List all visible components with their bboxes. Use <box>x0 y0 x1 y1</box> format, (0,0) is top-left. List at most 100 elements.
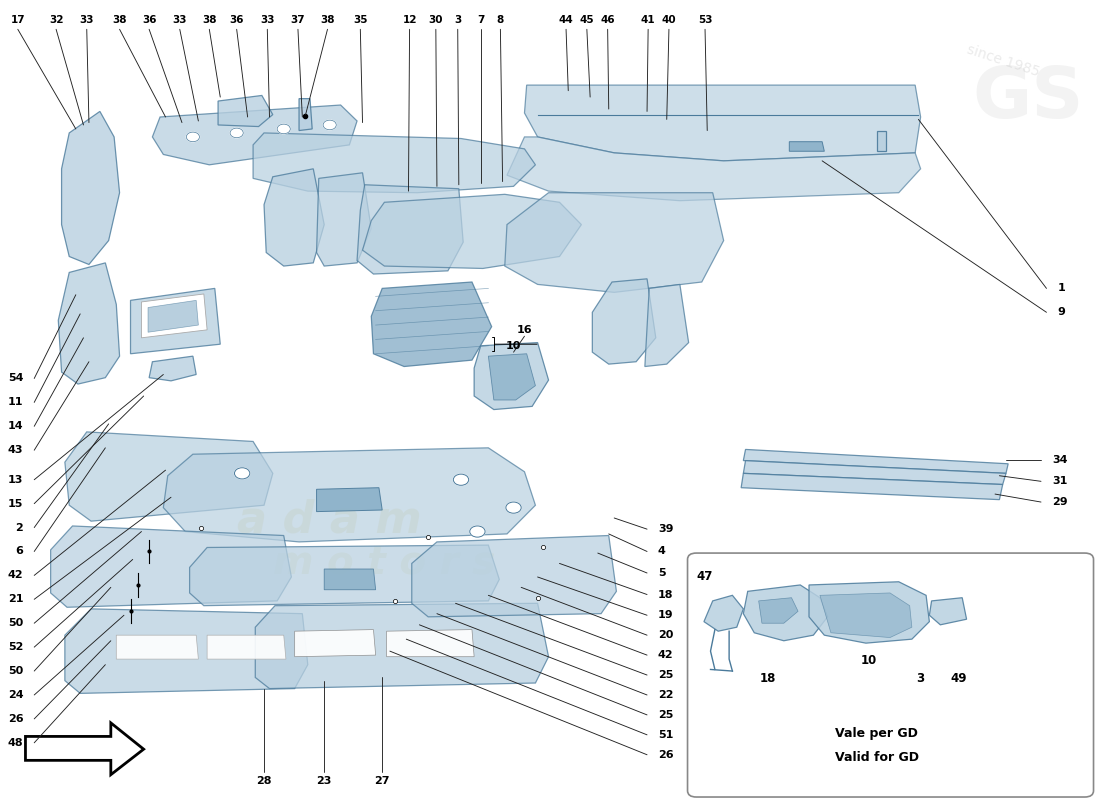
Polygon shape <box>62 111 120 265</box>
Text: 16: 16 <box>517 325 532 334</box>
Text: 13: 13 <box>8 474 23 485</box>
Polygon shape <box>58 263 120 384</box>
Circle shape <box>230 128 243 138</box>
Circle shape <box>234 468 250 479</box>
Polygon shape <box>142 294 207 338</box>
Text: 47: 47 <box>697 570 713 583</box>
Polygon shape <box>505 193 724 292</box>
Text: 4: 4 <box>658 546 666 557</box>
Text: 38: 38 <box>112 15 126 26</box>
Circle shape <box>470 526 485 537</box>
Text: 19: 19 <box>658 610 673 620</box>
Text: 26: 26 <box>8 714 23 724</box>
Text: 3: 3 <box>916 673 925 686</box>
Polygon shape <box>65 432 273 521</box>
Polygon shape <box>759 598 799 623</box>
Text: 5: 5 <box>658 568 666 578</box>
Text: 25: 25 <box>658 670 673 680</box>
Polygon shape <box>744 461 1006 485</box>
Polygon shape <box>299 98 312 130</box>
Polygon shape <box>877 130 886 151</box>
Text: 36: 36 <box>230 15 244 26</box>
Circle shape <box>323 120 337 130</box>
Text: 29: 29 <box>1052 497 1068 507</box>
Polygon shape <box>189 545 499 606</box>
Text: 33: 33 <box>79 15 94 26</box>
Text: 33: 33 <box>173 15 187 26</box>
Text: 27: 27 <box>374 776 390 786</box>
FancyBboxPatch shape <box>688 553 1093 797</box>
Text: 7: 7 <box>477 15 484 26</box>
Text: 3: 3 <box>454 15 461 26</box>
Polygon shape <box>930 598 967 625</box>
Text: 38: 38 <box>202 15 217 26</box>
Text: 52: 52 <box>8 642 23 652</box>
Text: 54: 54 <box>8 374 23 383</box>
Polygon shape <box>117 635 198 659</box>
Text: 1: 1 <box>1057 283 1065 294</box>
Text: a d a m: a d a m <box>238 498 422 541</box>
Polygon shape <box>744 585 827 641</box>
Polygon shape <box>207 635 286 659</box>
Circle shape <box>277 124 290 134</box>
Polygon shape <box>163 448 536 542</box>
Text: 36: 36 <box>142 15 156 26</box>
Polygon shape <box>372 282 492 366</box>
Text: 20: 20 <box>658 630 673 640</box>
Polygon shape <box>820 593 912 638</box>
Text: 45: 45 <box>580 15 594 26</box>
Polygon shape <box>324 569 375 590</box>
Polygon shape <box>295 630 375 657</box>
Text: 42: 42 <box>8 570 23 580</box>
Polygon shape <box>488 354 536 400</box>
Text: 17: 17 <box>11 15 25 26</box>
Text: 10: 10 <box>506 341 521 350</box>
Text: 51: 51 <box>658 730 673 740</box>
Polygon shape <box>592 279 656 364</box>
Circle shape <box>506 502 521 514</box>
Text: 35: 35 <box>353 15 367 26</box>
Polygon shape <box>704 595 744 631</box>
Text: 9: 9 <box>1057 307 1065 318</box>
Polygon shape <box>131 288 220 354</box>
Text: 28: 28 <box>256 776 272 786</box>
Text: 32: 32 <box>48 15 64 26</box>
Text: 50: 50 <box>8 618 23 628</box>
Polygon shape <box>218 95 273 126</box>
Polygon shape <box>386 630 474 657</box>
Text: 49: 49 <box>950 673 967 686</box>
Circle shape <box>186 132 199 142</box>
Text: 37: 37 <box>290 15 306 26</box>
Text: 38: 38 <box>320 15 334 26</box>
Text: 2: 2 <box>15 522 23 533</box>
Polygon shape <box>507 137 921 201</box>
Polygon shape <box>744 450 1009 474</box>
Text: 25: 25 <box>658 710 673 720</box>
Text: 33: 33 <box>260 15 275 26</box>
Text: 30: 30 <box>429 15 443 26</box>
Polygon shape <box>363 194 582 269</box>
Text: 11: 11 <box>8 398 23 407</box>
Text: since 1985: since 1985 <box>965 43 1041 79</box>
Text: 39: 39 <box>658 524 673 534</box>
Text: 43: 43 <box>8 446 23 455</box>
Text: 23: 23 <box>317 776 332 786</box>
Text: 34: 34 <box>1052 454 1067 465</box>
Text: 6: 6 <box>15 546 23 557</box>
Text: 40: 40 <box>661 15 676 26</box>
Polygon shape <box>645 285 689 366</box>
Polygon shape <box>474 342 549 410</box>
Polygon shape <box>264 169 324 266</box>
Text: 53: 53 <box>697 15 713 26</box>
Polygon shape <box>358 185 463 274</box>
Text: 21: 21 <box>8 594 23 604</box>
Text: 18: 18 <box>658 590 673 599</box>
Text: 41: 41 <box>641 15 656 26</box>
Text: 50: 50 <box>8 666 23 676</box>
Text: 48: 48 <box>8 738 23 748</box>
Polygon shape <box>317 488 382 512</box>
Text: 26: 26 <box>658 750 673 760</box>
Polygon shape <box>255 603 549 689</box>
Polygon shape <box>525 85 921 161</box>
Text: 46: 46 <box>601 15 615 26</box>
